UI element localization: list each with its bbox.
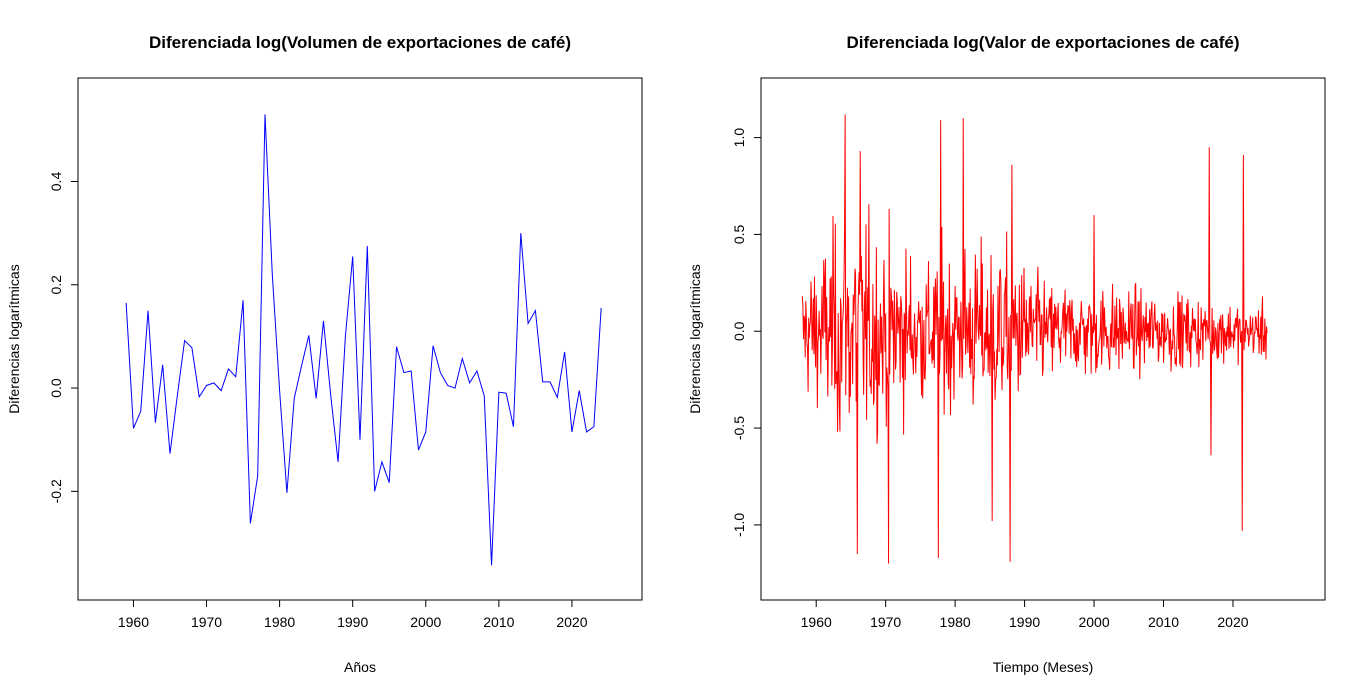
series-line [125, 114, 602, 566]
y-tick-label: 0.4 [48, 172, 64, 192]
y-axis: -1.0 -0.5 0.0 0.5 1.0 [731, 128, 762, 537]
x-tick-label: 2020 [1217, 614, 1248, 630]
x-axis-label: Años [344, 659, 376, 675]
x-tick-label: 1990 [1009, 614, 1040, 630]
chart-title: Diferenciada log(Volumen de exportacione… [149, 33, 571, 52]
value-chart: Diferenciada log(Valor de exportaciones … [687, 33, 1326, 675]
x-tick-label: 1960 [801, 614, 832, 630]
y-axis-label: Diferencias logarítmicas [687, 264, 703, 413]
y-tick-label: 0.5 [731, 224, 747, 244]
y-tick-label: 0.2 [48, 275, 64, 295]
x-tick-label: 2000 [1078, 614, 1109, 630]
x-tick-label: 1990 [337, 614, 368, 630]
chart-title: Diferenciada log(Valor de exportaciones … [846, 33, 1239, 52]
y-axis: -0.2 0.0 0.2 0.4 [48, 172, 79, 503]
y-tick-label: -1.0 [731, 513, 747, 537]
x-tick-label: 1960 [118, 614, 149, 630]
plot-frame [77, 77, 643, 601]
x-axis: 1960 1970 1980 1990 2000 2010 2020 [118, 599, 588, 630]
y-tick-label: -0.2 [48, 479, 64, 503]
y-tick-label: -0.5 [731, 416, 747, 440]
y-axis-label: Diferencias logarítmicas [6, 264, 22, 413]
x-tick-label: 1980 [940, 614, 971, 630]
x-axis: 1960 1970 1980 1990 2000 2010 2020 [801, 599, 1249, 630]
y-tick-label: 1.0 [731, 128, 747, 148]
x-tick-label: 2020 [556, 614, 587, 630]
series-layer [125, 114, 602, 566]
x-tick-label: 1970 [870, 614, 901, 630]
series-line [801, 114, 1268, 564]
y-tick-label: 0.0 [731, 321, 747, 341]
x-tick-label: 2000 [410, 614, 441, 630]
x-tick-label: 2010 [483, 614, 514, 630]
x-axis-label: Tiempo (Meses) [993, 659, 1094, 675]
x-tick-label: 1970 [191, 614, 222, 630]
series-layer [801, 114, 1268, 564]
volume-chart: Diferenciada log(Volumen de exportacione… [6, 33, 643, 675]
x-tick-label: 2010 [1148, 614, 1179, 630]
y-tick-label: 0.0 [48, 378, 64, 398]
x-tick-label: 1980 [264, 614, 295, 630]
